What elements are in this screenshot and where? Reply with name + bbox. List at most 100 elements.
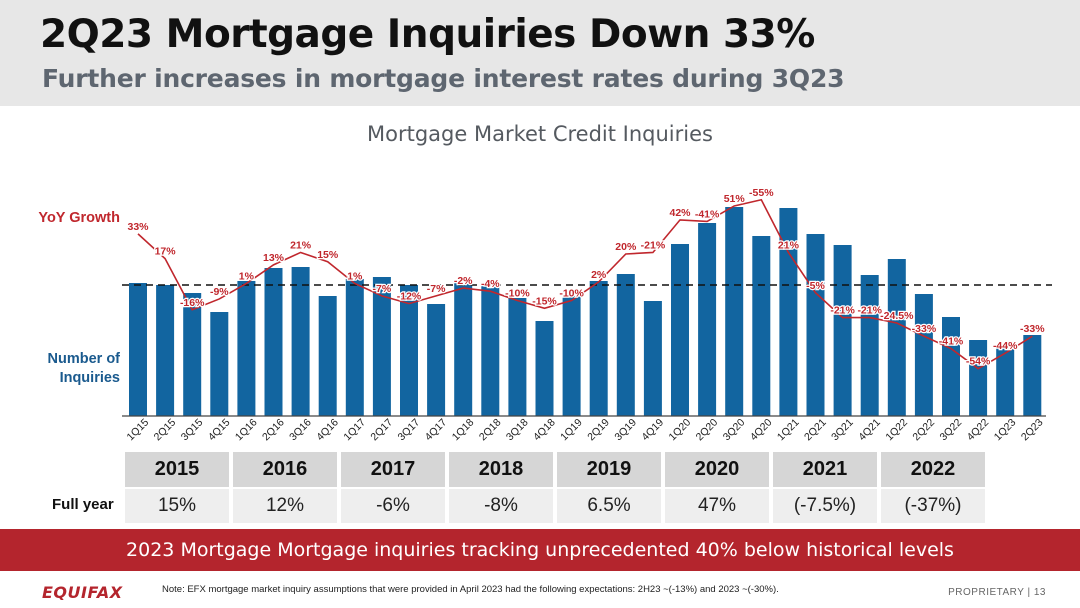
yoy-label-4q18: -15%	[532, 295, 557, 307]
yoy-label-1q17: 1%	[347, 270, 363, 282]
bar-1q17	[345, 279, 364, 416]
bar-4q19	[643, 301, 662, 416]
year-cell-2017: 2017	[341, 452, 445, 487]
year-cell-2019: 2019	[557, 452, 661, 487]
yoy-label-4q20: -55%	[749, 187, 774, 199]
bar-2q17	[372, 277, 391, 416]
tick-label-3q15: 3Q15	[179, 416, 206, 443]
bar-4q22	[969, 340, 988, 416]
yoy-label-2q17: -7%	[373, 283, 392, 295]
equifax-logo: EQUIFAX	[42, 583, 123, 602]
yoy-label-4q21: -21%	[857, 305, 882, 317]
proprietary-page-number: PROPRIETARY | 13	[948, 587, 1046, 598]
footnote: Note: EFX mortgage market inquiry assump…	[162, 584, 779, 595]
tick-label-3q16: 3Q16	[287, 416, 314, 443]
tick-label-4q16: 4Q16	[314, 416, 341, 443]
year-cell-2016: 2016	[233, 452, 337, 487]
tick-label-1q22: 1Q22	[883, 416, 910, 443]
bar-3q20	[725, 207, 744, 416]
tick-label-2q17: 2Q17	[368, 416, 395, 443]
yoy-label-1q21: 21%	[778, 239, 800, 251]
tick-label-3q19: 3Q19	[612, 416, 639, 443]
bar-1q15	[129, 283, 147, 416]
tick-label-1q21: 1Q21	[775, 416, 802, 443]
mortgage-inquiries-chart: 33%17%-16%-9%1%13%21%15%1%-7%-12%-7%-2% -…	[122, 186, 1052, 443]
bar-2q20	[698, 223, 717, 416]
bar-4q16	[318, 296, 337, 416]
yoy-label-2q21: -5%	[806, 280, 825, 292]
yoy-label-3q18: -10%	[505, 288, 530, 300]
full-year-cell-2018: -8%	[449, 489, 553, 523]
yoy-label-1q20: 42%	[669, 207, 691, 219]
bar-4q17	[427, 304, 446, 416]
tick-label-4q21: 4Q21	[856, 416, 883, 443]
bar-1q19	[562, 296, 581, 416]
bar-4q20	[752, 236, 771, 416]
yoy-growth-label: YoY Growth	[38, 210, 120, 226]
tick-label-2q23: 2Q23	[1019, 416, 1046, 443]
tick-label-4q15: 4Q15	[206, 416, 233, 443]
full-year-cell-2019: 6.5%	[557, 489, 661, 523]
year-cell-2015: 2015	[125, 452, 229, 487]
yoy-label-1q23: -44%	[993, 340, 1018, 352]
yoy-label-3q22: -41%	[939, 336, 964, 348]
bar-4q21	[860, 275, 879, 416]
yoy-label-1q16: 1%	[239, 270, 255, 282]
bar-4q15	[210, 312, 229, 416]
yoy-label-2q15: 17%	[155, 246, 177, 258]
tick-label-2q19: 2Q19	[585, 416, 612, 443]
page-title: 2Q23 Mortgage Inquiries Down 33%	[40, 12, 815, 57]
tick-label-1q19: 1Q19	[558, 416, 585, 443]
tick-label-2q16: 2Q16	[260, 416, 287, 443]
tick-label-1q18: 1Q18	[450, 416, 477, 443]
inquiries-label-line1: Number of	[47, 351, 121, 367]
bar-3q17	[400, 285, 418, 416]
year-cell-2022: 2022	[881, 452, 985, 487]
tick-label-4q20: 4Q20	[748, 416, 775, 443]
yoy-label-1q15: 33%	[127, 221, 149, 233]
tick-label-3q18: 3Q18	[504, 416, 531, 443]
yoy-label-4q19: -21%	[641, 239, 666, 251]
bar-3q16	[291, 267, 310, 416]
full-year-cell-2015: 15%	[125, 489, 229, 523]
tick-label-3q17: 3Q17	[396, 416, 423, 443]
tick-label-2q18: 2Q18	[477, 416, 504, 443]
yoy-label-1q19: -10%	[559, 288, 584, 300]
tick-label-3q21: 3Q21	[829, 416, 856, 443]
tick-label-1q20: 1Q20	[667, 416, 694, 443]
full-year-label: Full year	[52, 496, 114, 513]
bar-1q20	[671, 244, 689, 416]
yoy-label-3q16: 21%	[290, 239, 312, 251]
tick-label-3q20: 3Q20	[721, 416, 748, 443]
yoy-label-4q22: -54%	[966, 356, 991, 368]
full-year-cell-2022: (-37%)	[881, 489, 985, 523]
full-year-cell-2017: -6%	[341, 489, 445, 523]
yoy-label-3q17: -12%	[397, 291, 422, 303]
year-cell-2020: 2020	[665, 452, 769, 487]
tick-label-4q18: 4Q18	[531, 416, 558, 443]
bar-2q15	[156, 285, 175, 416]
tick-label-1q23: 1Q23	[992, 416, 1019, 443]
inquiries-label-line2: Inquiries	[59, 370, 120, 386]
tick-label-2q15: 2Q15	[152, 416, 179, 443]
bar-2q16	[264, 268, 283, 416]
yoy-label-4q16: 15%	[317, 249, 339, 261]
page-subtitle: Further increases in mortgage interest r…	[42, 64, 845, 93]
header-band: 2Q23 Mortgage Inquiries Down 33% Further…	[0, 0, 1080, 106]
year-cell-2021: 2021	[773, 452, 877, 487]
bar-1q22	[887, 259, 906, 416]
yoy-label-3q21: -21%	[830, 305, 855, 317]
bar-4q18	[535, 321, 554, 416]
tick-label-2q21: 2Q21	[802, 416, 829, 443]
bar-2q18	[481, 285, 500, 416]
yoy-label-2q16: 13%	[263, 252, 285, 264]
tick-label-1q17: 1Q17	[341, 416, 368, 443]
bar-1q16	[237, 281, 256, 416]
bar-3q19	[616, 274, 635, 416]
bar-2q23	[1023, 335, 1042, 416]
tick-label-2q22: 2Q22	[910, 416, 937, 443]
tick-label-4q17: 4Q17	[423, 416, 450, 443]
yoy-label-4q15: -9%	[210, 286, 229, 298]
full-year-cell-2016: 12%	[233, 489, 337, 523]
bar-1q23	[996, 348, 1015, 416]
